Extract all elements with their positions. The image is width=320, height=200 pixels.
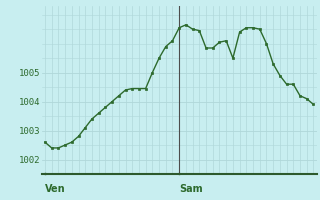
Text: Sam: Sam	[179, 184, 203, 194]
Text: Ven: Ven	[45, 184, 66, 194]
